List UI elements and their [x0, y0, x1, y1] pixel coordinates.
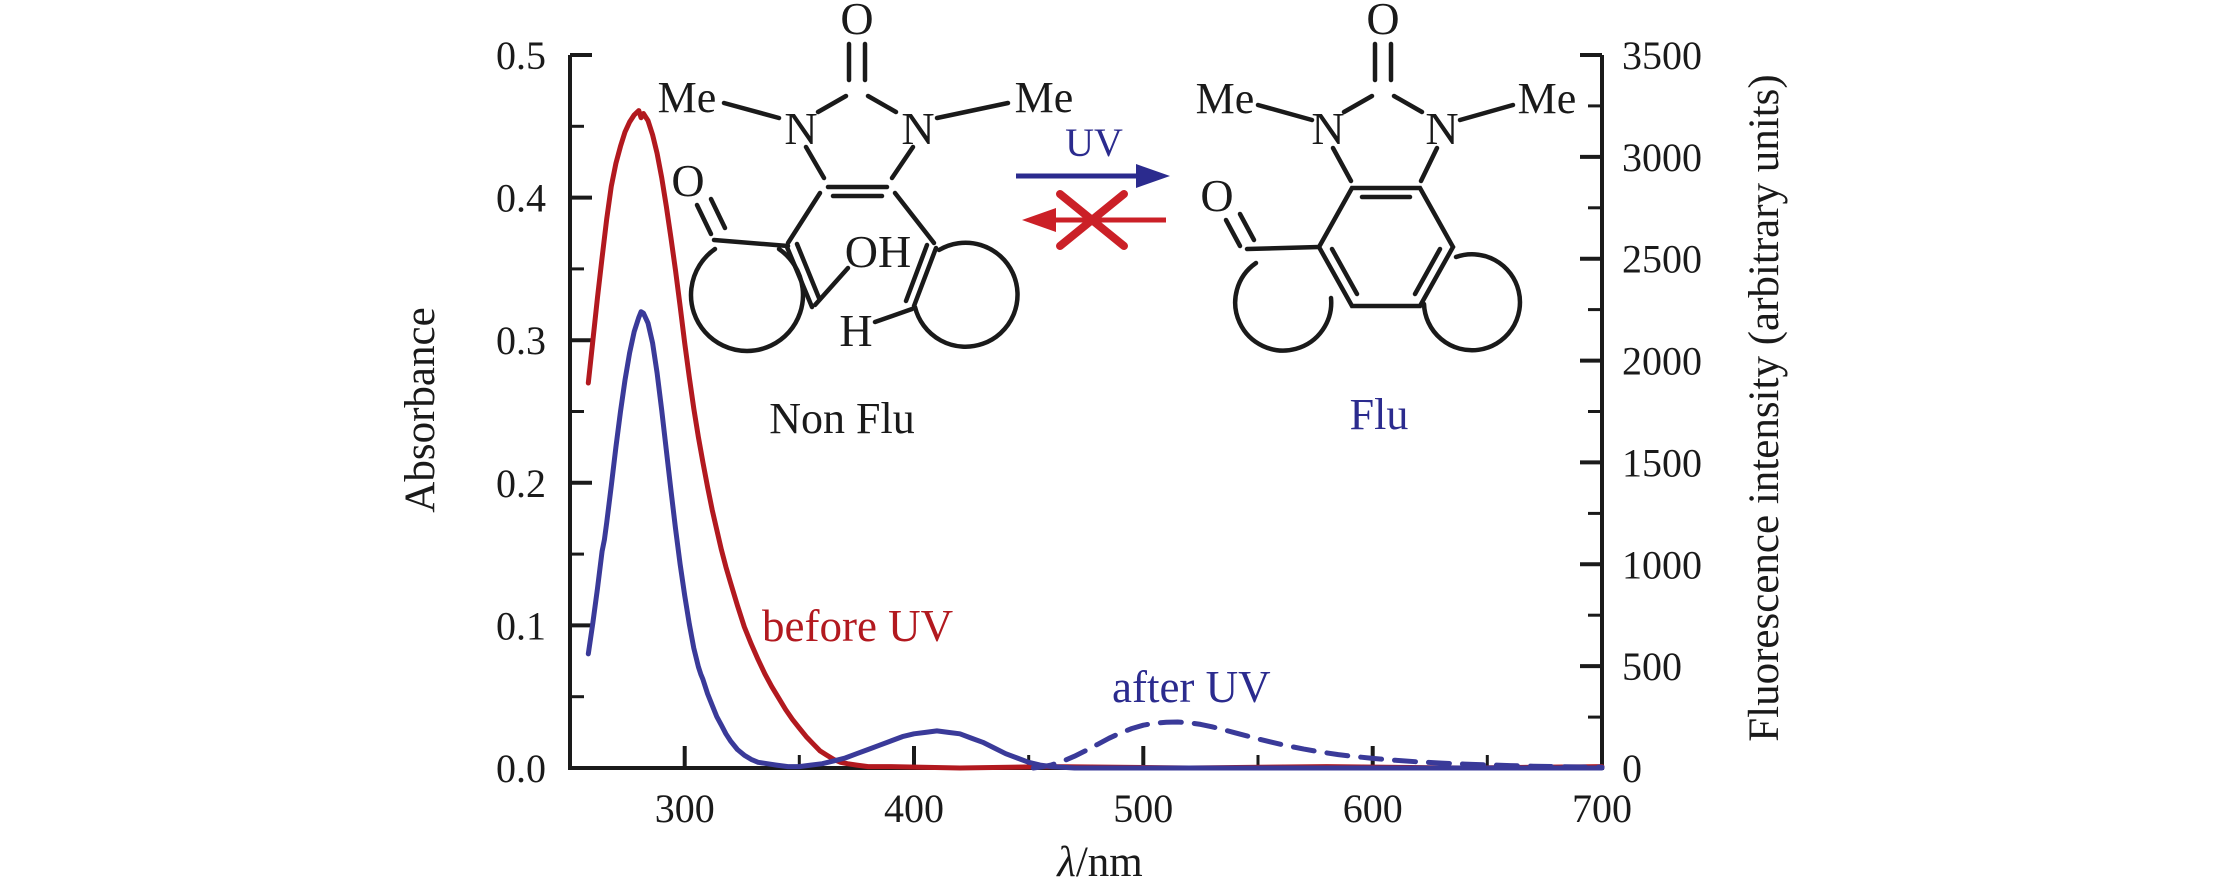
- y-right-tick-label: 0: [1622, 746, 1642, 791]
- x-axis-title: λ/nm: [1055, 839, 1143, 886]
- atom-o-top: O: [840, 0, 873, 44]
- y-right-tick-label: 1000: [1622, 542, 1702, 587]
- bond-me-right: [1457, 102, 1516, 123]
- bond-c2o-double: [846, 41, 868, 83]
- y-left-tick-label: 0.3: [496, 318, 546, 363]
- bond-carbonyl-ring: [711, 237, 791, 249]
- bond-c5-right: [892, 190, 937, 246]
- reverse-arrow-head: [1022, 208, 1056, 232]
- atom-n-left: N: [784, 103, 817, 154]
- bond-h: [872, 306, 915, 325]
- curve-after-uv-absorbance: [585, 309, 1605, 771]
- x-tick-label: 600: [1343, 786, 1403, 831]
- y-left-tick-label: 0.1: [496, 603, 546, 648]
- atom-n-right: N: [901, 103, 934, 154]
- y-left-tick-label: 0.4: [496, 176, 546, 221]
- left-ring-arc: [688, 246, 806, 354]
- bond-me-left: [721, 100, 782, 121]
- y-left-axis-title: Absorbance: [397, 307, 444, 512]
- y-right-tick-label: 2500: [1622, 237, 1702, 282]
- after-uv-label: after UV: [1112, 662, 1271, 712]
- atom-me-left: Me: [1196, 74, 1255, 123]
- axes: 300 400 500 600 700 0.0 0.1 0.2 0.3 0.4 0.5 0 500 1…: [496, 33, 1702, 831]
- atom-h: H: [839, 305, 872, 356]
- bond-n-c: [1330, 145, 1440, 184]
- uv-forward-arrow-head: [1136, 164, 1170, 188]
- y-left-tick-labels: 0.0 0.1 0.2 0.3 0.4 0.5: [496, 33, 546, 791]
- left-ring-arc: [1232, 260, 1334, 353]
- y-right-tick-label: 3000: [1622, 135, 1702, 180]
- atom-me-right: Me: [1015, 73, 1074, 122]
- bond-oh: [812, 265, 851, 308]
- x-tick-label: 500: [1113, 786, 1173, 831]
- bond-me-right: [934, 100, 1011, 121]
- benzene-double-bonds: [1329, 194, 1443, 297]
- uv-arrow-label: UV: [1065, 120, 1123, 165]
- atom-n-right: N: [1425, 103, 1458, 154]
- y-left-tick-label: 0.5: [496, 33, 546, 78]
- atom-o-ketone: O: [1200, 170, 1233, 221]
- y-right-tick-label: 2000: [1622, 339, 1702, 384]
- bond-ketone-double: [694, 196, 728, 237]
- y-left-tick-label: 0.0: [496, 746, 546, 791]
- atom-oh: OH: [845, 226, 911, 277]
- y-right-tick-labels: 0 500 1000 1500 2000 2500 3000 3500: [1622, 33, 1702, 791]
- bond-ring-top: [1341, 93, 1425, 115]
- bond-c4-left: [785, 190, 823, 246]
- atom-o-top: O: [1366, 0, 1399, 44]
- y-right-tick-label: 3500: [1622, 33, 1702, 78]
- y-left-tick-label: 0.2: [496, 461, 546, 506]
- x-axis-title-unit: /nm: [1076, 839, 1143, 886]
- bond-c2o-double: [1372, 41, 1394, 83]
- forbidden-cross-icon: [1056, 190, 1128, 250]
- flu-structure: O Me N N Me O Flu: [1196, 0, 1577, 439]
- flu-caption: Flu: [1350, 390, 1409, 439]
- curves: [585, 108, 1605, 771]
- x-tick-labels: 300 400 500 600 700: [655, 786, 1632, 831]
- right-ring-arc: [1421, 252, 1523, 353]
- non-flu-structure: O Me N N Me O OH H Non Flu: [658, 0, 1074, 443]
- y-right-tick-label: 500: [1622, 644, 1682, 689]
- x-tick-label: 400: [884, 786, 944, 831]
- benzene-ring: [1316, 185, 1456, 309]
- bond-carbonyl-ring: [1244, 244, 1322, 252]
- before-uv-label: before UV: [762, 601, 953, 651]
- atom-me-left: Me: [658, 73, 717, 122]
- atom-me-right: Me: [1518, 74, 1577, 123]
- x-tick-label: 700: [1572, 786, 1632, 831]
- curve-before-uv-absorbance: [585, 108, 1605, 771]
- bond-cc-double-right: [903, 242, 939, 309]
- x-axis-title-lambda: λ: [1055, 839, 1076, 886]
- uv-reaction-arrows: UV: [1016, 120, 1170, 250]
- non-flu-caption: Non Flu: [769, 394, 914, 443]
- atom-o-ketone: O: [671, 155, 704, 206]
- y-right-axis-title: Fluorescence intensity (arbitrary units): [1741, 74, 1788, 742]
- y-right-tick-label: 1500: [1622, 440, 1702, 485]
- bond-c4c5-double: [825, 184, 890, 199]
- bond-ketone-double: [1223, 211, 1257, 249]
- curve-after-uv-fluorescence-dashed: [1030, 719, 1605, 771]
- bond-me-left: [1255, 102, 1315, 123]
- right-ring-arc: [912, 240, 1020, 349]
- atom-n-left: N: [1311, 103, 1344, 154]
- x-tick-label: 300: [655, 786, 715, 831]
- bond-ring-top: [815, 93, 899, 115]
- bond-n-c: [803, 144, 916, 181]
